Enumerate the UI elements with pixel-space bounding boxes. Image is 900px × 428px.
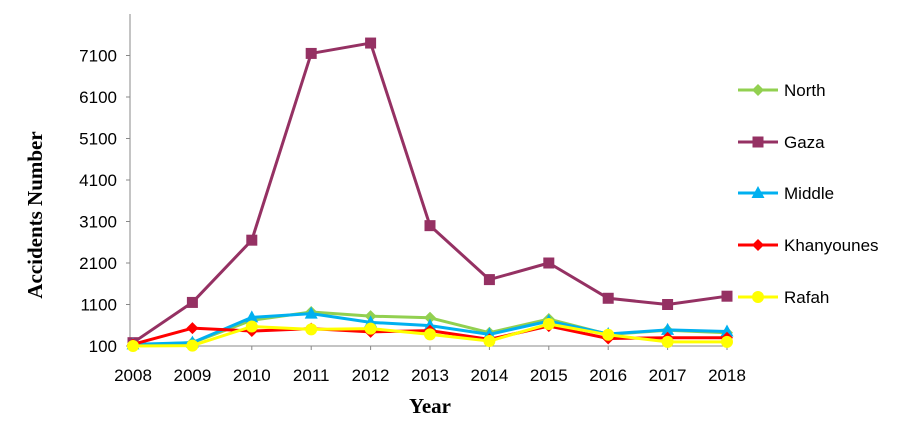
y-tick-label: 4100	[79, 171, 117, 190]
y-tick-label: 7100	[79, 47, 117, 66]
legend-marker	[752, 239, 764, 251]
data-point-middle	[661, 322, 675, 335]
x-tick-label: 2015	[530, 366, 568, 385]
data-point-gaza	[721, 290, 733, 302]
y-tick-label: 6100	[79, 88, 117, 107]
legend-marker	[752, 136, 764, 148]
x-tick-label: 2016	[589, 366, 627, 385]
series-layer	[126, 37, 734, 352]
data-point-gaza	[483, 274, 495, 286]
x-tick-label: 2011	[293, 366, 330, 385]
data-point-rafah	[602, 328, 615, 341]
x-tick-label: 2018	[708, 366, 746, 385]
axes	[129, 14, 730, 347]
data-point-rafah	[424, 328, 436, 341]
y-tick-label: 1100	[80, 296, 117, 315]
legend-item-middle: Middle	[738, 184, 834, 203]
x-tick-label: 2012	[352, 366, 390, 385]
data-point-rafah	[305, 323, 318, 336]
x-axis-title: Year	[409, 394, 451, 418]
y-tick-label: 3100	[79, 213, 117, 232]
legend-marker	[752, 84, 764, 96]
data-point-rafah	[245, 320, 258, 333]
y-tick-label: 2100	[79, 254, 117, 273]
data-point-gaza	[305, 47, 317, 59]
data-point-gaza	[365, 37, 377, 49]
legend-item-gaza: Gaza	[738, 133, 825, 152]
y-tick-label: 100	[89, 337, 117, 356]
data-point-rafah	[186, 339, 199, 352]
legend-label: Middle	[784, 184, 834, 203]
legend: North Gaza Middle Khanyounes Rafah	[738, 81, 879, 307]
series-line-gaza	[132, 41, 728, 344]
series-rafah	[127, 318, 733, 352]
data-point-gaza	[246, 234, 258, 246]
y-axis-title: Accidents Number	[23, 131, 47, 298]
y-tick-label: 5100	[79, 130, 117, 149]
legend-label: North	[784, 81, 826, 100]
data-point-rafah	[127, 340, 139, 352]
data-point-rafah	[483, 335, 496, 348]
data-point-gaza	[602, 292, 614, 304]
x-tick-label: 2013	[411, 366, 449, 385]
data-point-gaza	[424, 220, 436, 232]
data-point-rafah	[721, 335, 733, 348]
data-point-gaza	[662, 299, 674, 310]
data-point-gaza	[186, 296, 198, 308]
legend-item-rafah: Rafah	[738, 288, 829, 307]
data-point-middle	[720, 324, 734, 337]
data-point-gaza	[543, 257, 555, 269]
data-point-rafah	[542, 318, 555, 331]
x-tick-label: 2009	[173, 366, 211, 385]
legend-item-north: North	[738, 81, 826, 100]
data-point-rafah	[364, 322, 377, 335]
series-gaza	[127, 37, 733, 349]
legend-label: Rafah	[784, 288, 829, 307]
legend-marker	[751, 186, 765, 198]
x-tick-label: 2017	[649, 366, 687, 385]
y-tick-labels: 100 1100 2100 3100 4100 5100 6100 7100	[79, 47, 130, 356]
data-point-middle	[245, 310, 259, 323]
legend-item-khanyounes: Khanyounes	[738, 236, 879, 255]
legend-label: Gaza	[784, 133, 825, 152]
x-tick-label: 2014	[470, 366, 508, 385]
legend-label: Khanyounes	[784, 236, 879, 255]
x-tick-label: 2008	[114, 366, 152, 385]
data-point-north	[424, 311, 436, 324]
data-point-rafah	[661, 335, 674, 348]
x-tick-label: 2010	[233, 366, 271, 385]
data-point-khanyounes	[186, 322, 199, 335]
data-point-middle	[304, 306, 318, 319]
legend-marker	[752, 291, 764, 303]
x-tick-labels: 2008 2009 2010 2011 2012 2013 2014 2015 2016 2017…	[114, 346, 746, 385]
